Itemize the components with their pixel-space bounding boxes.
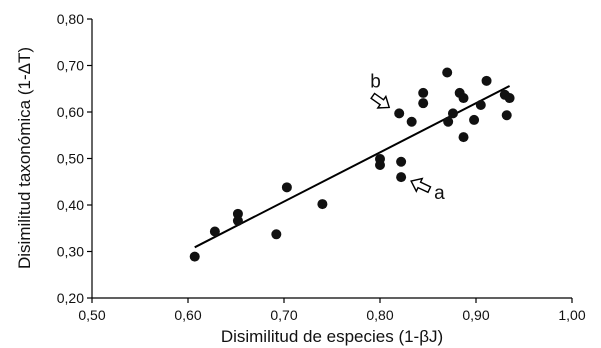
- data-point: [481, 75, 492, 86]
- data-point: [281, 182, 292, 193]
- data-point: [442, 67, 453, 78]
- data-points: [189, 67, 515, 262]
- data-point: [406, 116, 417, 127]
- data-point: [209, 226, 220, 237]
- data-point: [418, 87, 429, 98]
- y-tick-label: 0,20: [57, 290, 84, 306]
- data-point: [396, 172, 407, 183]
- annotation-label-a: a: [434, 183, 445, 204]
- annotation-label-b: b: [370, 71, 381, 92]
- data-point: [232, 208, 243, 219]
- axes: 0,20 0,30 0,40 0,50 0,60 0,70 0,80 0,50 0,60 0,70…: [57, 11, 586, 323]
- data-point: [443, 116, 454, 127]
- data-point: [396, 156, 407, 167]
- y-tick-label: 0,70: [57, 58, 84, 74]
- data-point: [375, 160, 385, 171]
- data-point: [447, 108, 458, 119]
- data-point: [394, 108, 405, 119]
- annotations: ab: [370, 71, 445, 204]
- data-point: [271, 229, 282, 240]
- y-tick-label: 0,40: [57, 197, 84, 213]
- data-point: [458, 132, 469, 143]
- y-tick-label: 0,60: [57, 104, 84, 120]
- data-point: [317, 199, 328, 210]
- data-point: [458, 93, 469, 104]
- y-axis-label: Disimilitud taxonómica (1-ΔT): [15, 47, 34, 269]
- data-point: [232, 215, 243, 226]
- annotation-arrow-a: [410, 177, 432, 194]
- x-tick-label: 0,70: [270, 307, 297, 323]
- data-point: [475, 100, 486, 111]
- x-tick-label: 1,00: [558, 307, 585, 323]
- data-point: [501, 110, 512, 121]
- data-point: [418, 98, 429, 109]
- x-axis-label: Disimilitud de especies (1-βJ): [221, 327, 443, 346]
- x-tick-label: 0,60: [174, 307, 201, 323]
- x-tick-label: 0,80: [366, 307, 393, 323]
- data-point: [189, 251, 200, 262]
- y-tick-label: 0,30: [57, 244, 84, 260]
- x-tick-label: 0,50: [78, 307, 105, 323]
- y-tick-label: 0,50: [57, 151, 84, 167]
- data-point: [504, 93, 515, 104]
- data-point: [469, 114, 480, 125]
- x-tick-label: 0,90: [462, 307, 489, 323]
- y-tick-label: 0,80: [57, 11, 84, 27]
- annotation-arrow-b: [370, 92, 391, 109]
